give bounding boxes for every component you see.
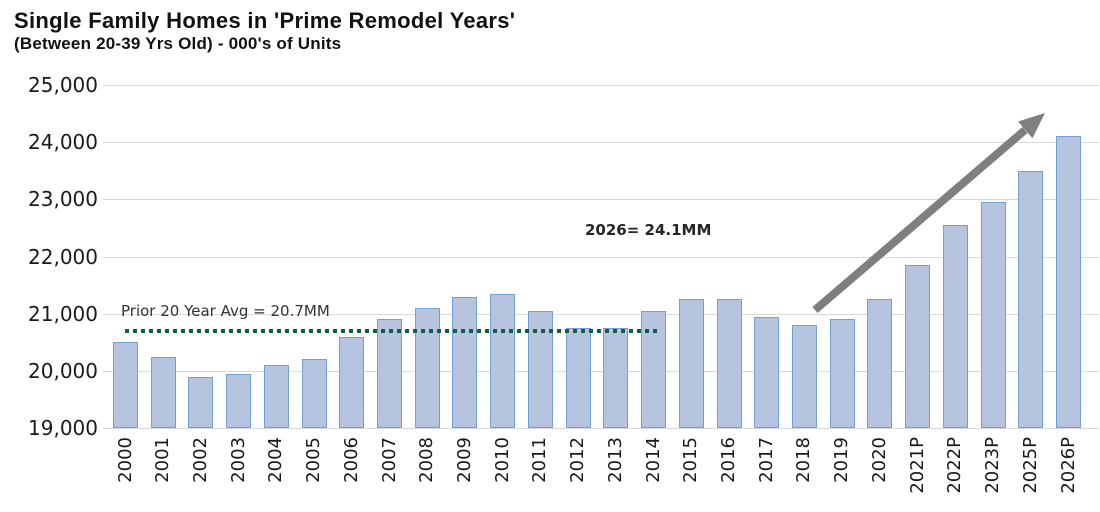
y-tick-label: 22,000	[28, 244, 98, 269]
bar-2021P	[905, 265, 931, 428]
x-tick-label-2017: 2017	[755, 437, 777, 483]
bar-2026P	[1056, 136, 1081, 428]
bar-2008	[414, 307, 440, 428]
bar-2002	[188, 376, 214, 428]
x-tick-label-2013: 2013	[604, 437, 626, 483]
x-tick-label-2001: 2001	[152, 437, 174, 483]
bar-2001	[150, 356, 176, 428]
y-tick-label: 23,000	[28, 187, 98, 212]
plot-area	[103, 85, 1099, 429]
x-tick-label-2010: 2010	[491, 437, 513, 483]
bar-2004	[263, 365, 289, 428]
prior-avg-dotted-line	[125, 328, 660, 333]
x-tick-label-2026P: 2026P	[1057, 437, 1079, 494]
x-tick-label-2019: 2019	[831, 437, 853, 483]
x-tick-label-2022P: 2022P	[944, 437, 966, 494]
x-tick-label-2005: 2005	[303, 437, 325, 483]
x-tick-label-2015: 2015	[680, 437, 702, 483]
bar-2018	[791, 325, 817, 428]
bar-2012	[565, 327, 591, 428]
x-tick-label-2006: 2006	[340, 437, 362, 483]
gridline-21000	[103, 313, 1099, 315]
x-tick-label-2023P: 2023P	[982, 437, 1004, 494]
bar-2015	[678, 299, 704, 428]
x-tick-label-2000: 2000	[114, 437, 136, 483]
bar-2023P	[980, 202, 1006, 428]
bar-2019	[829, 319, 855, 428]
bar-2025P	[1018, 170, 1044, 428]
gridline-24000	[103, 142, 1099, 144]
bar-2009	[452, 296, 478, 428]
x-tick-label-2014: 2014	[642, 437, 664, 483]
bar-2020	[867, 299, 893, 428]
y-tick-label: 21,000	[28, 301, 98, 326]
x-tick-label-2004: 2004	[265, 437, 287, 483]
bar-2007	[377, 319, 403, 428]
y-tick-label: 24,000	[28, 130, 98, 155]
y-tick-label: 20,000	[28, 358, 98, 383]
bar-2013	[603, 327, 629, 428]
x-tick-label-2016: 2016	[718, 437, 740, 483]
bar-2000	[113, 342, 138, 428]
bar-2016	[716, 299, 742, 428]
x-tick-label-2021P: 2021P	[906, 437, 928, 494]
gridline-19000	[103, 428, 1099, 429]
bar-2010	[490, 293, 516, 428]
bar-2006	[339, 336, 365, 428]
x-tick-label-2003: 2003	[227, 437, 249, 483]
x-tick-label-2009: 2009	[453, 437, 475, 483]
y-tick-label: 25,000	[28, 73, 98, 97]
x-tick-label-2008: 2008	[416, 437, 438, 483]
gridline-20000	[103, 370, 1099, 372]
bar-2022P	[942, 225, 968, 428]
gridline-25000	[103, 85, 1099, 86]
bar-2005	[301, 359, 327, 428]
avg-line-label: Prior 20 Year Avg = 20.7MM	[121, 302, 330, 320]
bar-2003	[226, 373, 252, 428]
x-tick-label-2018: 2018	[793, 437, 815, 483]
x-tick-label-2011: 2011	[529, 437, 551, 483]
x-tick-label-2025P: 2025P	[1019, 437, 1041, 494]
chart-title: Single Family Homes in 'Prime Remodel Ye…	[14, 8, 516, 33]
x-tick-label-2007: 2007	[378, 437, 400, 483]
x-tick-label-2002: 2002	[189, 437, 211, 483]
chart-subtitle: (Between 20-39 Yrs Old) - 000's of Units	[14, 34, 342, 53]
y-tick-label: 19,000	[28, 416, 98, 440]
x-tick-label-2012: 2012	[567, 437, 589, 483]
gridline-22000	[103, 256, 1099, 258]
bar-2017	[754, 316, 780, 428]
gridline-23000	[103, 199, 1099, 201]
x-tick-label-2020: 2020	[868, 437, 890, 483]
callout-2026-label: 2026= 24.1MM	[585, 221, 712, 239]
